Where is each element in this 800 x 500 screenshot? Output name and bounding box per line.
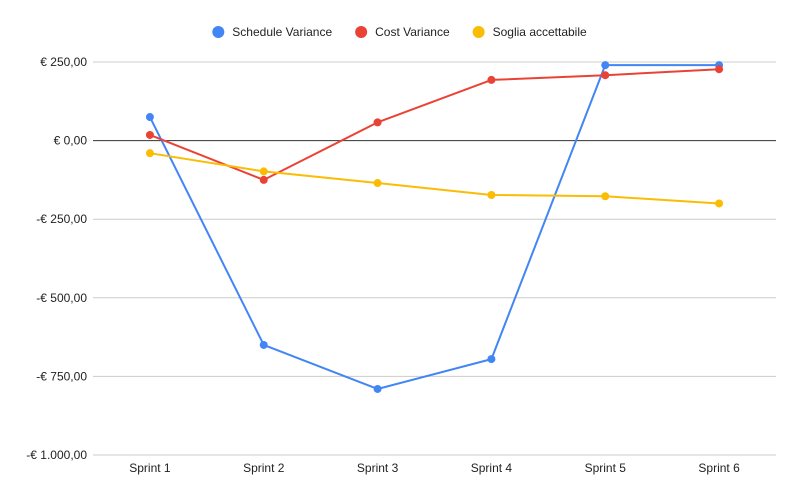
x-tick-label: Sprint 4 [471, 461, 513, 475]
x-tick-label: Sprint 1 [129, 461, 171, 475]
data-point [145, 130, 154, 139]
legend-label: Cost Variance [375, 25, 450, 39]
y-tick-label: -€ 750,00 [36, 369, 87, 383]
y-tick-label: € 250,00 [40, 55, 87, 69]
data-point [487, 190, 496, 199]
x-axis-tick-labels: Sprint 1 Sprint 2 Sprint 3 Sprint 4 Sprint 5… [129, 461, 740, 475]
series-line [149, 64, 720, 390]
data-point [715, 65, 724, 74]
y-tick-label: -€ 1.000,00 [26, 448, 87, 462]
data-point [145, 149, 154, 158]
data-point [601, 71, 610, 80]
legend-marker-icon [472, 26, 485, 38]
data-point [373, 179, 382, 188]
legend-item: Cost Variance [355, 25, 450, 39]
legend-label: Soglia accettabile [493, 25, 587, 39]
series-lines [145, 61, 724, 393]
gridlines [93, 61, 776, 456]
data-point [259, 175, 268, 184]
series-soglia-accettabile [145, 149, 724, 208]
series-schedule-variance [145, 61, 724, 393]
legend-marker-icon [212, 26, 225, 38]
data-point [715, 199, 724, 208]
data-point [373, 384, 382, 393]
data-point [145, 113, 154, 122]
x-tick-label: Sprint 3 [357, 461, 399, 475]
legend-item: Soglia accettabile [472, 25, 587, 39]
data-point [601, 61, 610, 70]
data-point [487, 355, 496, 364]
y-tick-label: -€ 250,00 [36, 212, 87, 226]
y-axis-tick-labels: € 250,00 € 0,00 -€ 250,00 -€ 500,00 -€ 750,0… [26, 55, 87, 462]
data-point [373, 118, 382, 127]
legend-item: Schedule Variance [212, 25, 332, 39]
series-cost-variance [145, 65, 724, 184]
x-tick-label: Sprint 5 [585, 461, 627, 475]
y-tick-label: -€ 500,00 [36, 291, 87, 305]
data-point [259, 167, 268, 176]
series-line [149, 152, 720, 205]
data-point [259, 340, 268, 349]
legend-marker-icon [355, 26, 368, 38]
data-point [601, 192, 610, 201]
series-line [149, 68, 720, 181]
legend-label: Schedule Variance [232, 25, 332, 39]
data-point [487, 75, 496, 84]
legend: Schedule Variance Cost Variance Soglia acc… [212, 25, 587, 39]
y-tick-label: € 0,00 [54, 134, 88, 148]
x-tick-label: Sprint 2 [243, 461, 285, 475]
x-tick-label: Sprint 6 [698, 461, 740, 475]
